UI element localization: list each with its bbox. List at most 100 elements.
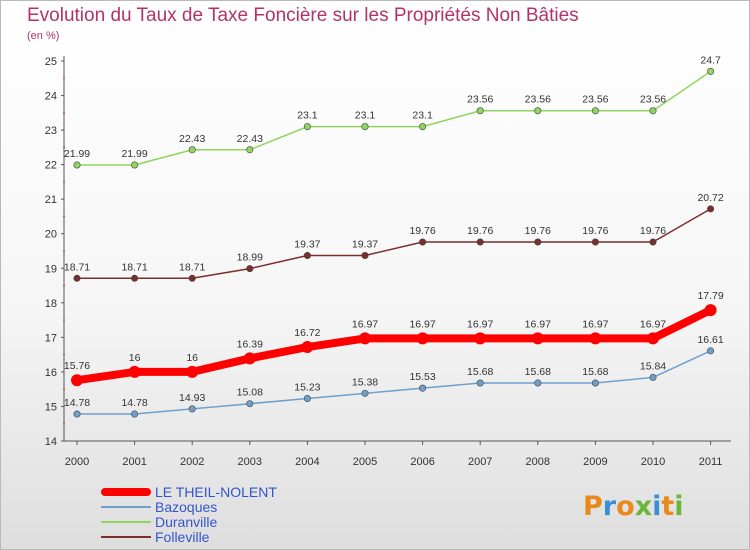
y-tick-label: 16: [45, 367, 57, 379]
legend-item-duranville: Duranville: [101, 514, 361, 530]
legend-label: Folleville: [155, 529, 210, 545]
x-tick-label: 2009: [583, 456, 607, 468]
data-point-duranville: [131, 161, 139, 169]
data-point-folleville: [476, 238, 484, 246]
data-label-le-theil-nolent: 17.79: [697, 290, 723, 302]
data-label-folleville: 18.71: [121, 261, 147, 273]
data-point-duranville: [476, 107, 484, 115]
x-tick-label: 2001: [122, 456, 146, 468]
data-label-duranville: 23.56: [640, 94, 666, 106]
data-label-folleville: 20.72: [697, 192, 723, 204]
data-point-duranville: [419, 123, 427, 131]
x-tick-label: 2000: [65, 456, 89, 468]
data-point-folleville: [361, 251, 369, 259]
data-point-duranville: [649, 107, 657, 115]
x-tick-label: 2007: [468, 456, 492, 468]
data-point-folleville: [707, 205, 715, 213]
data-label-le-theil-nolent: 16.97: [467, 318, 493, 330]
data-point-le-theil-nolent: [243, 352, 256, 365]
data-point-duranville: [361, 123, 369, 131]
data-label-folleville: 18.71: [179, 261, 205, 273]
data-point-le-theil-nolent: [128, 365, 141, 378]
data-label-le-theil-nolent: 15.76: [64, 360, 90, 372]
data-label-folleville: 19.76: [467, 225, 493, 237]
data-label-le-theil-nolent: 16.97: [640, 318, 666, 330]
data-label-folleville: 19.76: [409, 225, 435, 237]
x-tick-label: 2005: [353, 456, 377, 468]
data-label-le-theil-nolent: 16.72: [294, 327, 320, 339]
data-point-le-theil-nolent: [474, 332, 487, 345]
data-point-le-theil-nolent: [71, 374, 83, 387]
data-point-folleville: [246, 265, 254, 273]
data-label-bazoques: 15.68: [582, 366, 608, 378]
chart-subtitle: (en %): [27, 30, 60, 42]
series-line-duranville: [76, 70, 712, 166]
data-point-duranville: [534, 107, 542, 115]
legend-label: Bazoques: [155, 499, 218, 515]
logo-letter: i: [674, 491, 684, 522]
data-label-le-theil-nolent: 16: [186, 352, 198, 364]
legend-swatch: [101, 488, 151, 496]
data-label-le-theil-nolent: 16.97: [525, 318, 551, 330]
data-point-folleville: [303, 251, 311, 259]
logo-letter: t: [661, 491, 675, 522]
data-point-le-theil-nolent: [589, 332, 602, 345]
series-line-le-theil-nolent: [73, 306, 715, 385]
x-tick-label: 2006: [410, 456, 434, 468]
data-point-folleville: [534, 238, 542, 246]
data-label-duranville: 23.56: [467, 94, 493, 106]
data-point-le-theil-nolent: [647, 332, 659, 345]
y-tick-label: 21: [45, 194, 57, 206]
data-point-bazoques: [188, 405, 196, 413]
legend-item-bazoques: Bazoques: [101, 499, 361, 515]
y-tick-label: 23: [45, 125, 57, 137]
legend-label: Duranville: [155, 514, 218, 530]
data-label-le-theil-nolent: 16: [129, 352, 141, 364]
x-tick-label: 2010: [641, 456, 665, 468]
data-label-duranville: 23.1: [412, 110, 433, 122]
series-line-folleville: [76, 208, 712, 280]
data-point-folleville: [131, 274, 139, 282]
data-label-folleville: 19.76: [582, 225, 608, 237]
data-point-le-theil-nolent: [704, 304, 717, 317]
data-label-folleville: 18.71: [64, 261, 90, 273]
data-point-duranville: [303, 123, 311, 131]
data-point-duranville: [73, 161, 81, 169]
data-label-bazoques: 14.78: [64, 397, 90, 409]
data-label-bazoques: 14.78: [121, 397, 147, 409]
data-point-folleville: [649, 238, 657, 246]
data-label-bazoques: 14.93: [179, 392, 205, 404]
data-point-le-theil-nolent: [186, 365, 199, 378]
data-label-bazoques: 15.53: [409, 371, 435, 383]
y-tick-label: 24: [45, 91, 57, 103]
data-label-bazoques: 16.61: [697, 334, 723, 346]
y-tick-label: 17: [45, 332, 57, 344]
data-label-le-theil-nolent: 16.97: [409, 318, 435, 330]
data-point-le-theil-nolent: [359, 332, 371, 345]
logo-letter: i: [652, 491, 662, 522]
data-label-folleville: 19.37: [352, 238, 378, 250]
x-tick-label: 2002: [180, 456, 204, 468]
data-point-duranville: [591, 107, 599, 115]
legend-swatch: [101, 521, 151, 523]
data-point-bazoques: [707, 347, 715, 355]
legend-swatch: [101, 506, 151, 508]
chart-title: Evolution du Taux de Taxe Foncière sur l…: [27, 5, 579, 26]
data-point-le-theil-nolent: [531, 332, 544, 345]
data-point-bazoques: [591, 379, 599, 387]
data-label-bazoques: 15.68: [467, 366, 493, 378]
legend-swatch: [101, 536, 151, 538]
proxiti-logo: Proxiti: [583, 491, 684, 522]
data-label-le-theil-nolent: 16.97: [582, 318, 608, 330]
data-point-bazoques: [131, 410, 139, 418]
y-tick-label: 20: [45, 229, 57, 241]
y-tick-label: 15: [45, 401, 57, 413]
data-label-duranville: 24.7: [700, 54, 721, 66]
y-tick-label: 18: [45, 298, 57, 310]
y-tick-label: 22: [45, 160, 57, 172]
data-point-bazoques: [419, 384, 427, 392]
data-point-le-theil-nolent: [416, 332, 429, 345]
data-point-folleville: [591, 238, 599, 246]
x-tick-label: 2004: [295, 456, 319, 468]
